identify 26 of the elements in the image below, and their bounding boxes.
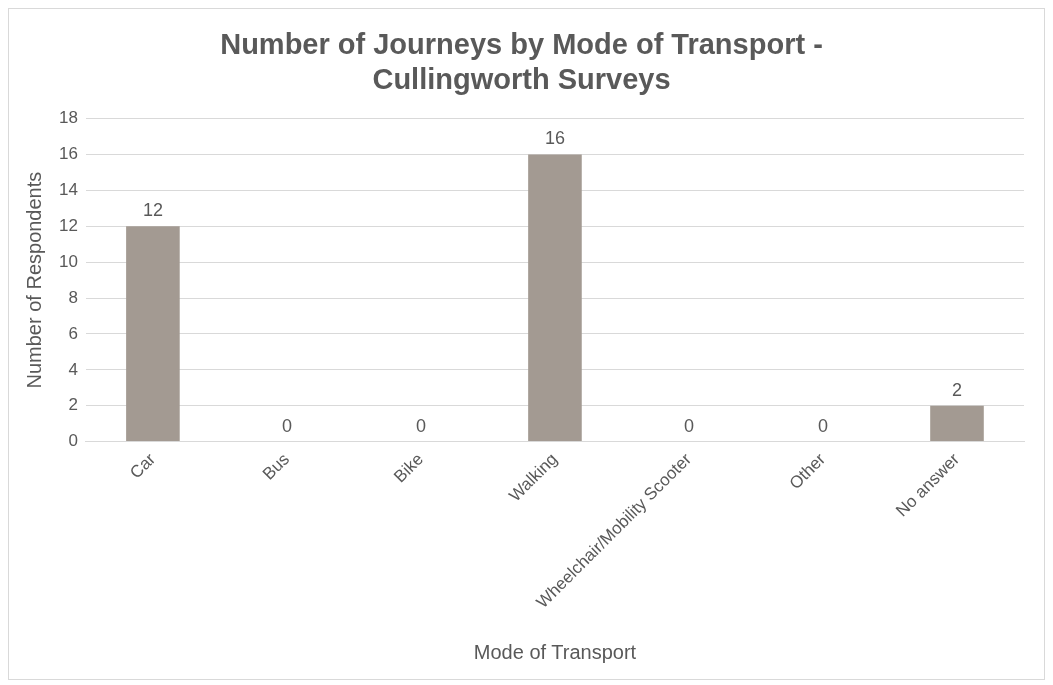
y-tick-label: 6 [68,323,78,343]
y-tick-label: 18 [58,108,78,128]
x-tick-label: Car [126,449,160,483]
chart-title: Number of Journeys by Mode of Transport - Cullingworth Surveys [220,28,823,96]
y-tick-label: 0 [68,431,78,451]
y-axis-title: Number of Respondents [22,171,45,389]
y-tick-label: 8 [68,287,78,307]
data-label: 2 [951,379,962,400]
y-tick-label: 4 [68,359,78,379]
y-tick-label: 10 [58,251,78,271]
y-tick-label: 12 [58,215,78,235]
bar [528,154,582,442]
x-tick-label: Bus [258,449,294,484]
bar [126,226,180,442]
data-label: 16 [544,128,565,149]
x-tick-label: Bike [390,449,428,487]
bar [930,405,984,442]
y-tick-label: 2 [68,395,78,415]
x-axis-title: Mode of Transport [473,640,637,663]
data-label: 0 [281,415,292,436]
data-label: 12 [142,200,163,221]
data-label: 0 [817,415,828,436]
data-label: 0 [683,415,694,436]
data-label: 0 [415,415,426,436]
y-tick-label: 16 [58,144,78,164]
y-tick-label: 14 [58,180,78,200]
